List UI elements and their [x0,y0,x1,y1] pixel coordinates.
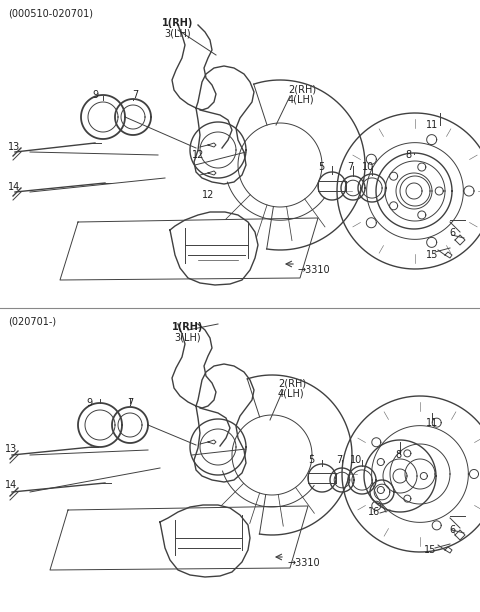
Text: 7: 7 [132,90,138,100]
Text: 10: 10 [362,162,374,172]
Text: 5: 5 [308,455,314,465]
Text: 9: 9 [92,90,98,100]
Text: 12: 12 [192,150,204,160]
Text: 12: 12 [202,190,215,200]
Text: 3(LH): 3(LH) [165,28,192,38]
Text: 2(RH): 2(RH) [278,378,306,388]
Text: 8: 8 [395,450,401,460]
Text: 15: 15 [424,545,436,555]
Text: 7: 7 [336,455,342,465]
Text: 16: 16 [368,507,380,517]
Text: 13: 13 [5,444,17,454]
Text: 10: 10 [350,455,362,465]
Text: 11: 11 [426,120,438,130]
Text: 2(RH): 2(RH) [288,85,316,95]
Text: 15: 15 [426,250,438,260]
Text: →3310: →3310 [298,265,331,275]
Text: 11: 11 [426,418,438,428]
Text: 7: 7 [127,398,133,408]
Text: 4(LH): 4(LH) [278,388,305,398]
Text: 13: 13 [8,142,20,152]
Text: 5: 5 [318,162,324,172]
Text: (020701-): (020701-) [8,316,56,326]
Text: 7: 7 [347,162,353,172]
Text: 8: 8 [405,150,411,160]
Text: 1(RH): 1(RH) [162,18,194,28]
Text: 14: 14 [5,480,17,490]
Text: (000510-020701): (000510-020701) [8,8,93,18]
Text: 14: 14 [8,182,20,192]
Text: 6: 6 [449,228,455,238]
Text: 4(LH): 4(LH) [288,95,314,105]
Text: →3310: →3310 [288,558,321,568]
Text: 6: 6 [449,525,455,535]
Text: 9: 9 [86,398,92,408]
Text: 1(RH): 1(RH) [172,322,204,332]
Text: 3(LH): 3(LH) [175,332,201,342]
